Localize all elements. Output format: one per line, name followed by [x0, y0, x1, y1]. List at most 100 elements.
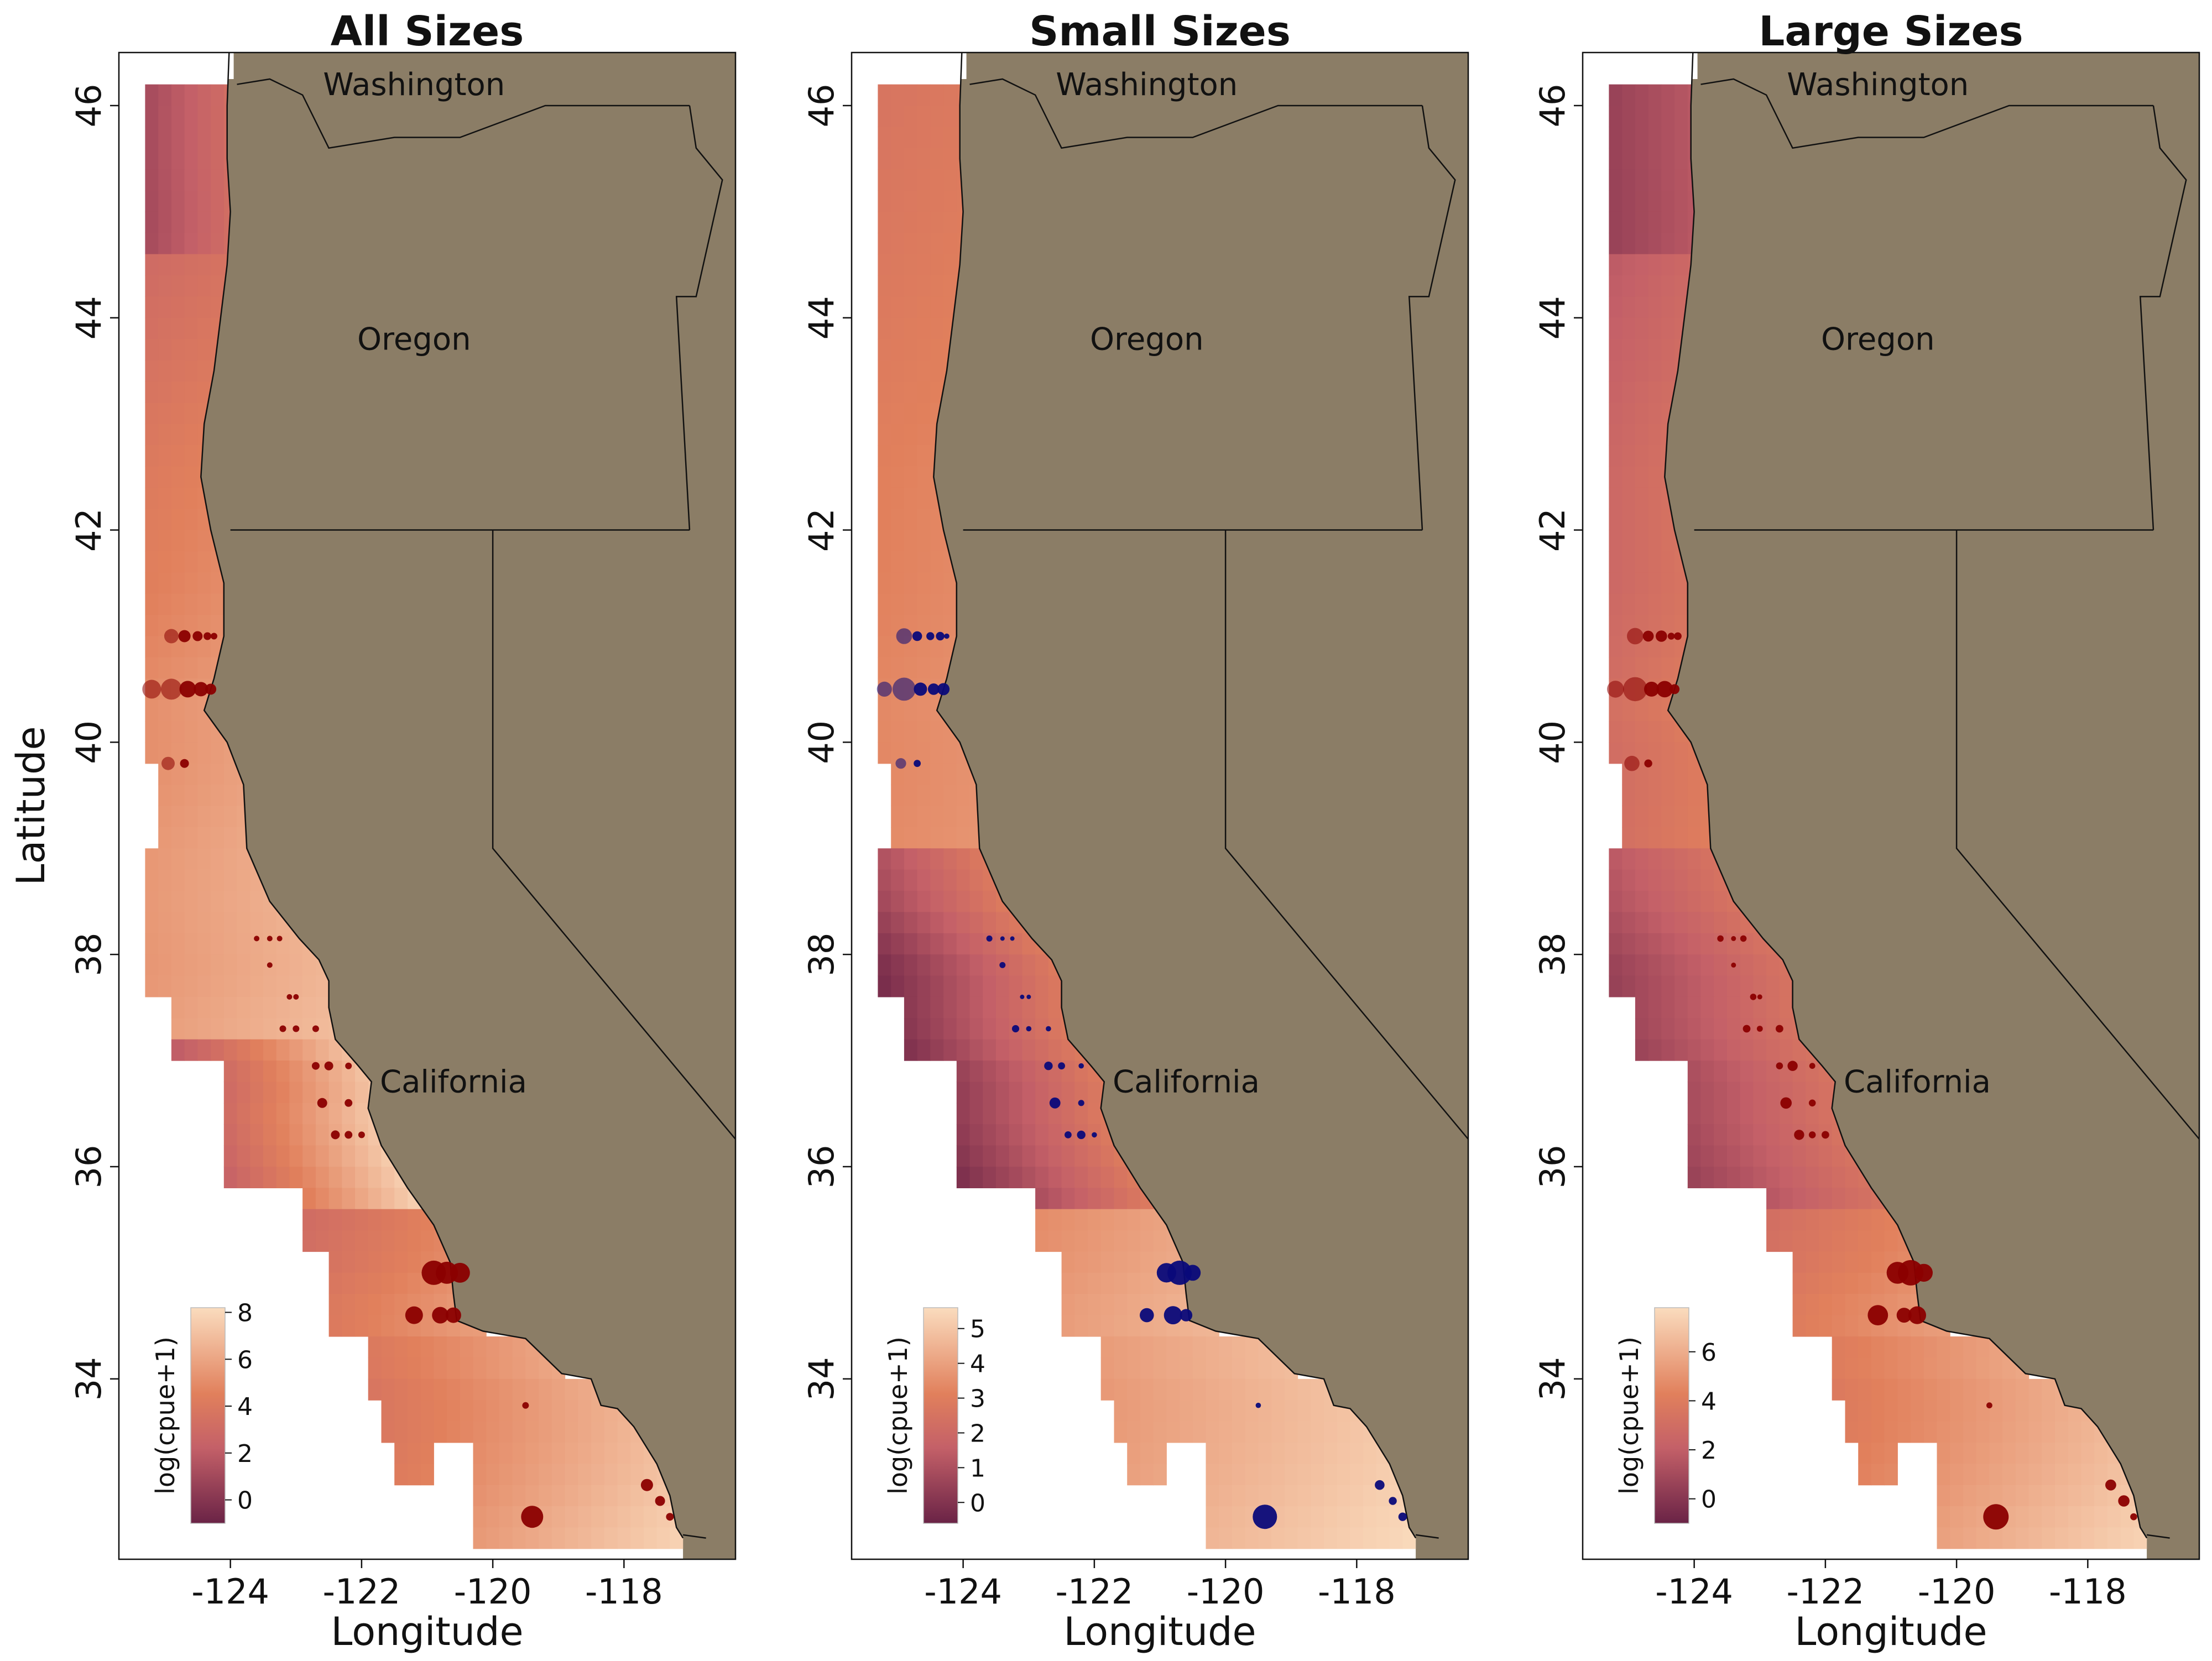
survey-point — [1914, 1263, 1933, 1282]
survey-point — [927, 683, 940, 695]
survey-point — [1092, 1132, 1097, 1138]
survey-point — [1776, 1062, 1783, 1069]
survey-point — [204, 632, 212, 640]
survey-point — [161, 756, 175, 770]
colorbar — [190, 1307, 226, 1524]
state-label-california: California — [380, 1064, 527, 1100]
x-axis-label: Longitude — [1063, 1609, 1256, 1654]
survey-point — [1642, 630, 1654, 642]
survey-point — [1607, 681, 1624, 698]
survey-point — [1167, 1260, 1192, 1285]
survey-point — [1644, 759, 1652, 767]
state-label-washington: Washington — [1787, 67, 1969, 103]
survey-point — [1010, 936, 1015, 941]
survey-point — [1046, 1026, 1051, 1032]
survey-point — [877, 681, 892, 697]
survey-point — [1011, 1025, 1020, 1033]
survey-point — [1020, 994, 1025, 999]
survey-point — [324, 1061, 333, 1070]
y-tick-label: 38 — [1532, 933, 1573, 976]
survey-point — [1078, 1063, 1084, 1069]
colorbar-label: log(cpue+1) — [1614, 1336, 1644, 1495]
survey-point — [1808, 1099, 1816, 1107]
colorbar-label: log(cpue+1) — [150, 1336, 180, 1495]
x-tick-label: -124 — [1655, 1571, 1733, 1612]
survey-point — [358, 1131, 365, 1138]
x-tick-label: -124 — [191, 1571, 269, 1612]
survey-point — [331, 1130, 340, 1140]
survey-point — [160, 678, 182, 700]
survey-point — [192, 631, 203, 641]
survey-point — [895, 758, 906, 769]
x-tick-label: -118 — [1318, 1571, 1396, 1612]
panel-title: All Sizes — [331, 8, 524, 55]
survey-point — [293, 994, 299, 1000]
state-label-california: California — [1113, 1064, 1260, 1100]
y-tick-label: 40 — [69, 720, 109, 764]
y-tick-label: 36 — [801, 1145, 842, 1189]
state-label-oregon: Oregon — [357, 321, 471, 357]
survey-point — [896, 628, 912, 644]
survey-point — [1809, 1063, 1815, 1069]
survey-point — [640, 1479, 653, 1491]
map-panel-1: WashingtonOregonCalifornia02468log(cpue+… — [8, 8, 737, 1654]
survey-points — [1607, 628, 2137, 1530]
survey-point — [345, 1131, 353, 1139]
survey-point — [1078, 1100, 1084, 1106]
x-tick-label: -122 — [1056, 1571, 1134, 1612]
colorbar-tick-label: 6 — [237, 1346, 253, 1374]
survey-point — [1674, 632, 1682, 640]
survey-point — [286, 994, 293, 1000]
x-axis-label: Longitude — [1794, 1609, 1987, 1654]
state-borders — [963, 78, 1468, 1539]
survey-point — [1140, 1308, 1154, 1323]
colorbar — [923, 1307, 958, 1524]
state-label-washington: Washington — [323, 67, 505, 103]
y-tick-label: 46 — [801, 83, 842, 127]
survey-point — [142, 680, 161, 699]
y-tick-label: 34 — [1532, 1357, 1573, 1401]
survey-point — [666, 1513, 674, 1521]
survey-point — [267, 962, 273, 968]
state-borders — [1694, 78, 2199, 1539]
survey-point — [1644, 681, 1659, 697]
survey-point — [1026, 994, 1031, 999]
survey-point — [1731, 936, 1736, 941]
survey-point — [194, 682, 208, 697]
y-tick-label: 44 — [69, 296, 109, 339]
x-tick-label: -122 — [1787, 1571, 1865, 1612]
x-tick-label: -118 — [585, 1571, 663, 1612]
y-axis-label: Latitude — [8, 726, 54, 885]
x-tick-label: -120 — [454, 1571, 532, 1612]
survey-point — [432, 1307, 449, 1324]
survey-point — [914, 682, 927, 696]
survey-point — [1743, 1025, 1751, 1033]
survey-point — [1731, 962, 1736, 968]
survey-point — [1750, 994, 1757, 1000]
survey-point — [999, 962, 1006, 968]
state-label-oregon: Oregon — [1090, 321, 1204, 357]
survey-point — [1867, 1305, 1888, 1326]
survey-point — [1058, 1062, 1065, 1070]
colorbar-tick-label: 2 — [237, 1440, 253, 1468]
x-tick-label: -120 — [1187, 1571, 1265, 1612]
survey-point — [936, 631, 945, 641]
survey-point — [345, 1099, 353, 1107]
survey-point — [1667, 633, 1675, 640]
survey-points — [877, 628, 1407, 1529]
survey-point — [914, 760, 921, 767]
x-tick-label: -122 — [323, 1571, 401, 1612]
survey-point — [655, 1496, 665, 1506]
survey-point — [450, 1262, 470, 1283]
y-tick-label: 36 — [69, 1145, 109, 1189]
survey-point — [926, 632, 935, 640]
survey-point — [179, 681, 196, 698]
survey-point — [1049, 1097, 1061, 1109]
survey-point — [1077, 1130, 1086, 1140]
survey-point — [1000, 936, 1005, 941]
survey-point — [912, 631, 922, 641]
y-tick-label: 40 — [1532, 720, 1573, 764]
colorbar — [1654, 1307, 1689, 1524]
survey-point — [522, 1402, 529, 1409]
